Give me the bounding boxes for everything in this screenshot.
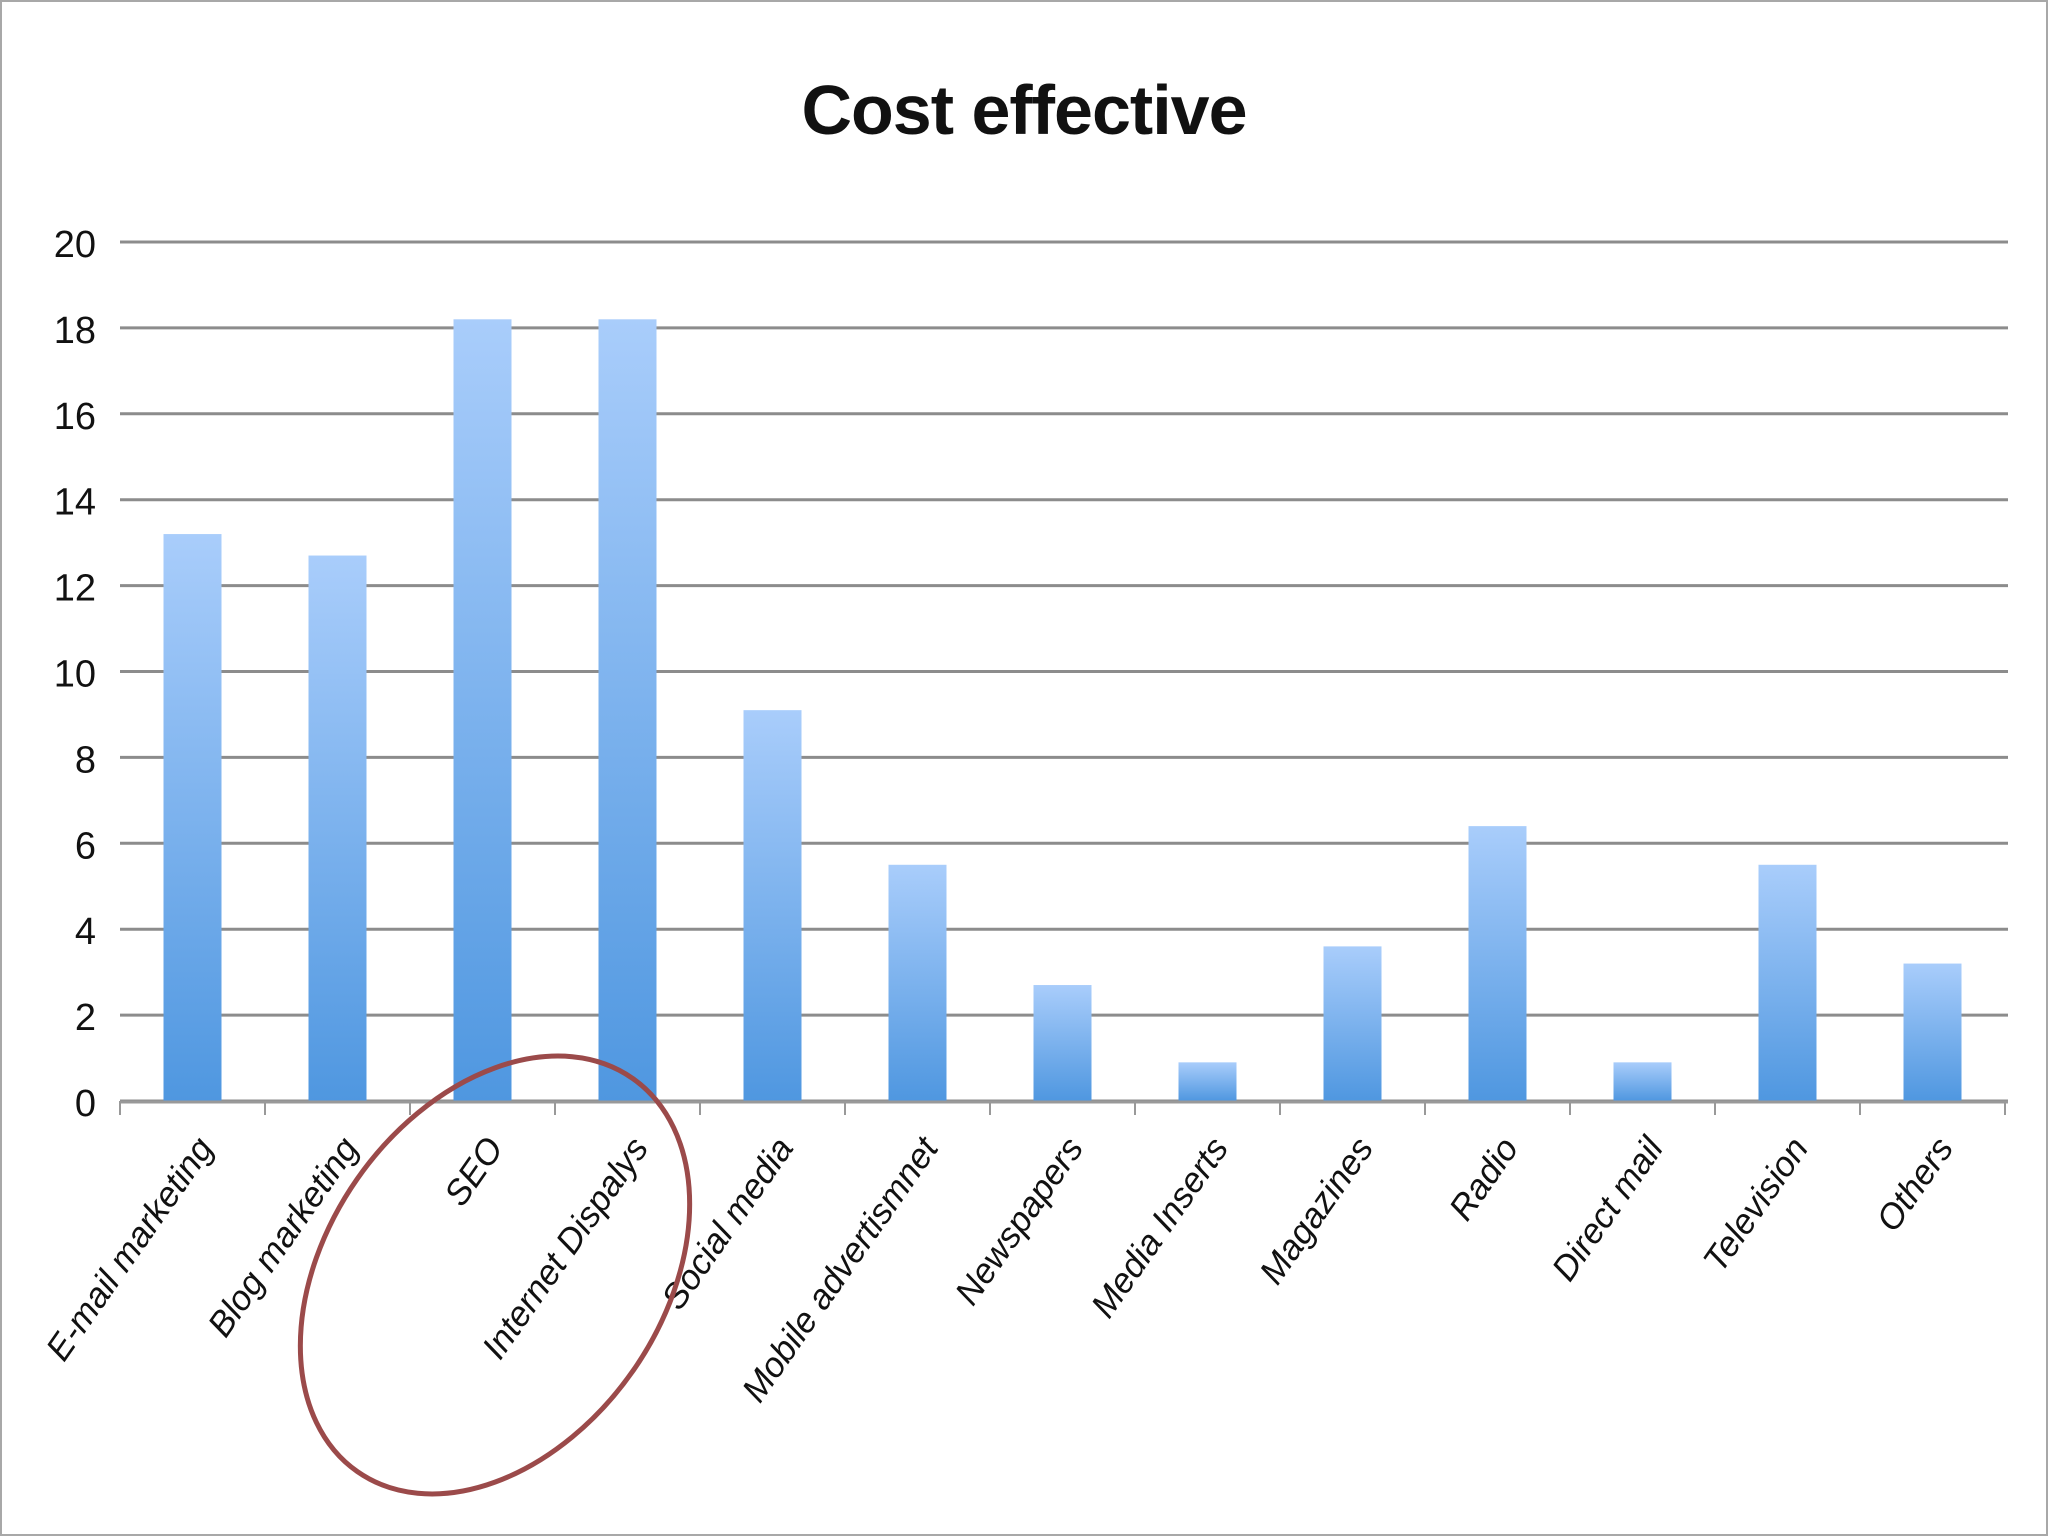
y-tick-label: 8 — [75, 739, 96, 781]
y-axis-tick-labels: 0 2 4 6 8 10 12 14 16 18 20 — [54, 224, 96, 1125]
y-tick-label: 16 — [54, 396, 96, 438]
bar — [1178, 1062, 1237, 1101]
x-tick-label: Radio — [1442, 1130, 1526, 1227]
bars — [163, 319, 1962, 1101]
x-tick-label: Newspapers — [948, 1130, 1092, 1312]
y-tick-label: 18 — [54, 310, 96, 352]
bar — [163, 534, 222, 1101]
x-tick-label: SEO — [437, 1130, 511, 1213]
highlight-ellipse — [297, 1053, 693, 1497]
bar — [1903, 963, 1962, 1101]
bar — [1468, 826, 1527, 1101]
x-tick-label: E-mail marketing — [38, 1130, 221, 1368]
x-tick-label: Media Inserts — [1084, 1130, 1236, 1324]
bar — [598, 319, 657, 1101]
y-tick-label: 0 — [75, 1083, 96, 1125]
bar — [1033, 985, 1092, 1101]
chart-title: Cost effective — [801, 71, 1247, 149]
bar — [453, 319, 512, 1101]
y-tick-label: 12 — [54, 568, 96, 610]
y-tick-label: 14 — [54, 482, 96, 524]
y-tick-label: 2 — [75, 997, 96, 1039]
x-axis — [119, 1100, 2008, 1115]
x-tick-label: Television — [1696, 1130, 1816, 1279]
bar — [1323, 946, 1382, 1101]
x-tick-label: Magazines — [1252, 1130, 1381, 1291]
bar — [888, 864, 947, 1101]
bar — [743, 710, 802, 1101]
gridlines — [120, 240, 2008, 1103]
x-tick-label: Direct mail — [1544, 1129, 1671, 1288]
x-tick-label: Blog marketing — [200, 1130, 366, 1344]
bar — [308, 555, 367, 1101]
bar — [1613, 1062, 1672, 1101]
y-tick-label: 20 — [54, 224, 96, 266]
y-tick-label: 10 — [54, 654, 96, 696]
x-tick-label: Others — [1869, 1130, 1961, 1238]
bar — [1758, 864, 1817, 1101]
y-tick-label: 4 — [75, 911, 96, 953]
y-tick-label: 6 — [75, 825, 96, 867]
annotation-layer — [297, 1053, 693, 1497]
